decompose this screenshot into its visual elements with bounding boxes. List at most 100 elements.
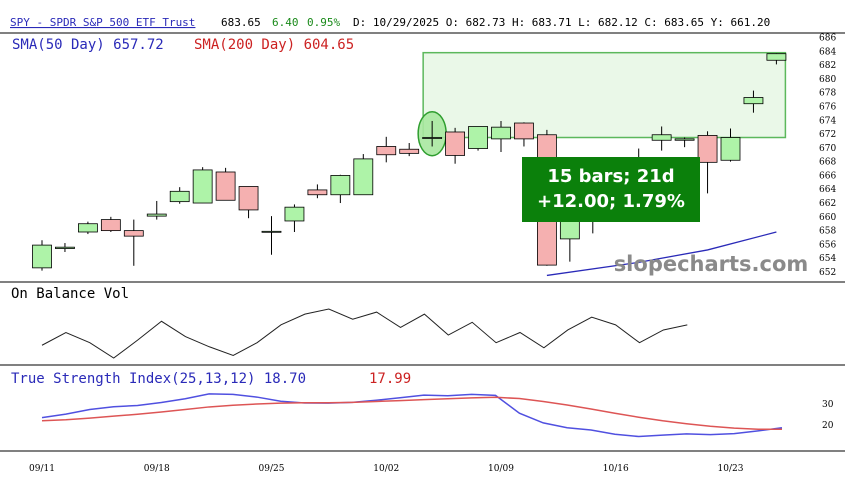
tsi-signal-line: [41, 396, 782, 430]
candle: [100, 216, 121, 232]
watermark: slopecharts.com: [614, 252, 809, 276]
candle-body: [169, 190, 190, 203]
tsi-tick-label: 20: [822, 421, 834, 431]
measure-rect[interactable]: [422, 51, 787, 139]
candle-body: [284, 206, 305, 222]
candle-body: [123, 230, 144, 237]
candle: [766, 53, 787, 65]
date-tick-label: 10/02: [373, 464, 399, 474]
date-tick-label: 10/16: [603, 464, 629, 474]
candle-body: [445, 131, 466, 156]
candle-body: [468, 126, 488, 149]
price-tick-label: 668: [819, 158, 836, 168]
date-tick-label: 09/25: [259, 464, 285, 474]
candle-body: [238, 186, 259, 211]
candle: [123, 219, 144, 266]
date-tick-label: 09/18: [144, 464, 170, 474]
candle-body: [697, 135, 718, 163]
candle: [238, 186, 259, 219]
candle: [651, 126, 672, 151]
candle-body: [146, 213, 167, 217]
candle: [491, 120, 511, 152]
sma50-line: [546, 231, 777, 277]
candle-body: [192, 169, 213, 204]
candle: [32, 240, 52, 271]
price-tick-label: 678: [819, 89, 836, 99]
candle-body: [674, 138, 695, 141]
price-tick-label: 656: [819, 240, 836, 250]
candle: [514, 122, 534, 147]
ohlc-quote: D: 10/29/2025 O: 682.73 H: 683.71 L: 682…: [353, 16, 770, 29]
price-tick-label: 658: [819, 227, 836, 237]
price-tick-label: 670: [819, 144, 836, 154]
tsi-line: [41, 393, 783, 438]
candle-body: [78, 223, 98, 233]
price-tick-label: 680: [819, 75, 836, 85]
candle: [307, 184, 328, 199]
symbol-link[interactable]: SPY - SPDR S&P 500 ETF Trust: [10, 16, 195, 29]
candle: [330, 174, 351, 204]
candle: [146, 200, 167, 220]
candle-body: [422, 137, 443, 139]
price-change: 6.40: [272, 16, 299, 29]
candle-body: [399, 148, 420, 154]
price-tick-label: 676: [819, 102, 836, 112]
candle: [743, 90, 764, 113]
candle: [215, 167, 236, 201]
obv-title: On Balance Vol: [11, 286, 129, 302]
sma50-legend: SMA(50 Day) 657.72: [12, 37, 164, 53]
candle: [353, 154, 374, 196]
candle-body: [514, 122, 534, 140]
date-axis: 09/11 09/18 09/25 10/02 10/09 10/16 10/23: [29, 464, 744, 474]
sma200-legend: SMA(200 Day) 604.65: [194, 37, 354, 53]
candle: [445, 127, 466, 164]
price-tick-label: 686: [819, 34, 836, 44]
date-tick-label: 10/23: [718, 464, 744, 474]
measure-annotation: 15 bars; 21d +12.00; 1.79%: [522, 157, 700, 222]
candle-body: [261, 230, 282, 233]
candle-body: [330, 175, 351, 196]
candle: [468, 126, 488, 151]
candle-body: [766, 53, 787, 61]
candle: [261, 216, 282, 255]
candle-body: [32, 244, 52, 269]
candle: [422, 120, 443, 147]
annotation-box: [522, 157, 700, 222]
price-tick-label: 654: [819, 254, 836, 264]
candle-body: [215, 171, 236, 201]
obv-line: [41, 308, 688, 359]
candle-body: [353, 158, 374, 196]
candle: [399, 143, 420, 157]
price-tick-label: 662: [819, 199, 836, 209]
price-tick-label: 660: [819, 213, 836, 223]
price-tick-label: 684: [819, 47, 836, 57]
date-tick-label: 09/11: [29, 464, 55, 474]
price-tick-label: 664: [819, 185, 836, 195]
candle: [78, 221, 98, 235]
candle: [55, 243, 75, 252]
candle: [674, 137, 695, 148]
price-tick-label: 682: [819, 61, 836, 71]
candle-body: [743, 97, 764, 105]
candle: [720, 128, 741, 162]
price-tick-label: 652: [819, 268, 836, 278]
annotation-line1: 15 bars; 21d: [547, 166, 674, 187]
candle-body: [491, 126, 511, 140]
price-tick-label: 674: [819, 116, 836, 126]
candle-body: [55, 246, 75, 249]
candle-body: [651, 134, 672, 141]
candle: [376, 136, 397, 163]
candle: [697, 131, 718, 194]
candle-body: [100, 219, 121, 232]
candle: [192, 167, 213, 204]
candle-body: [376, 146, 397, 156]
tsi-tick-label: 30: [822, 400, 834, 410]
candle-body: [307, 189, 328, 196]
price-tick-label: 672: [819, 130, 836, 140]
obv-path: [41, 308, 688, 359]
sma50-path: [546, 231, 777, 277]
last-price: 683.65: [221, 16, 261, 29]
candle: [169, 187, 190, 204]
